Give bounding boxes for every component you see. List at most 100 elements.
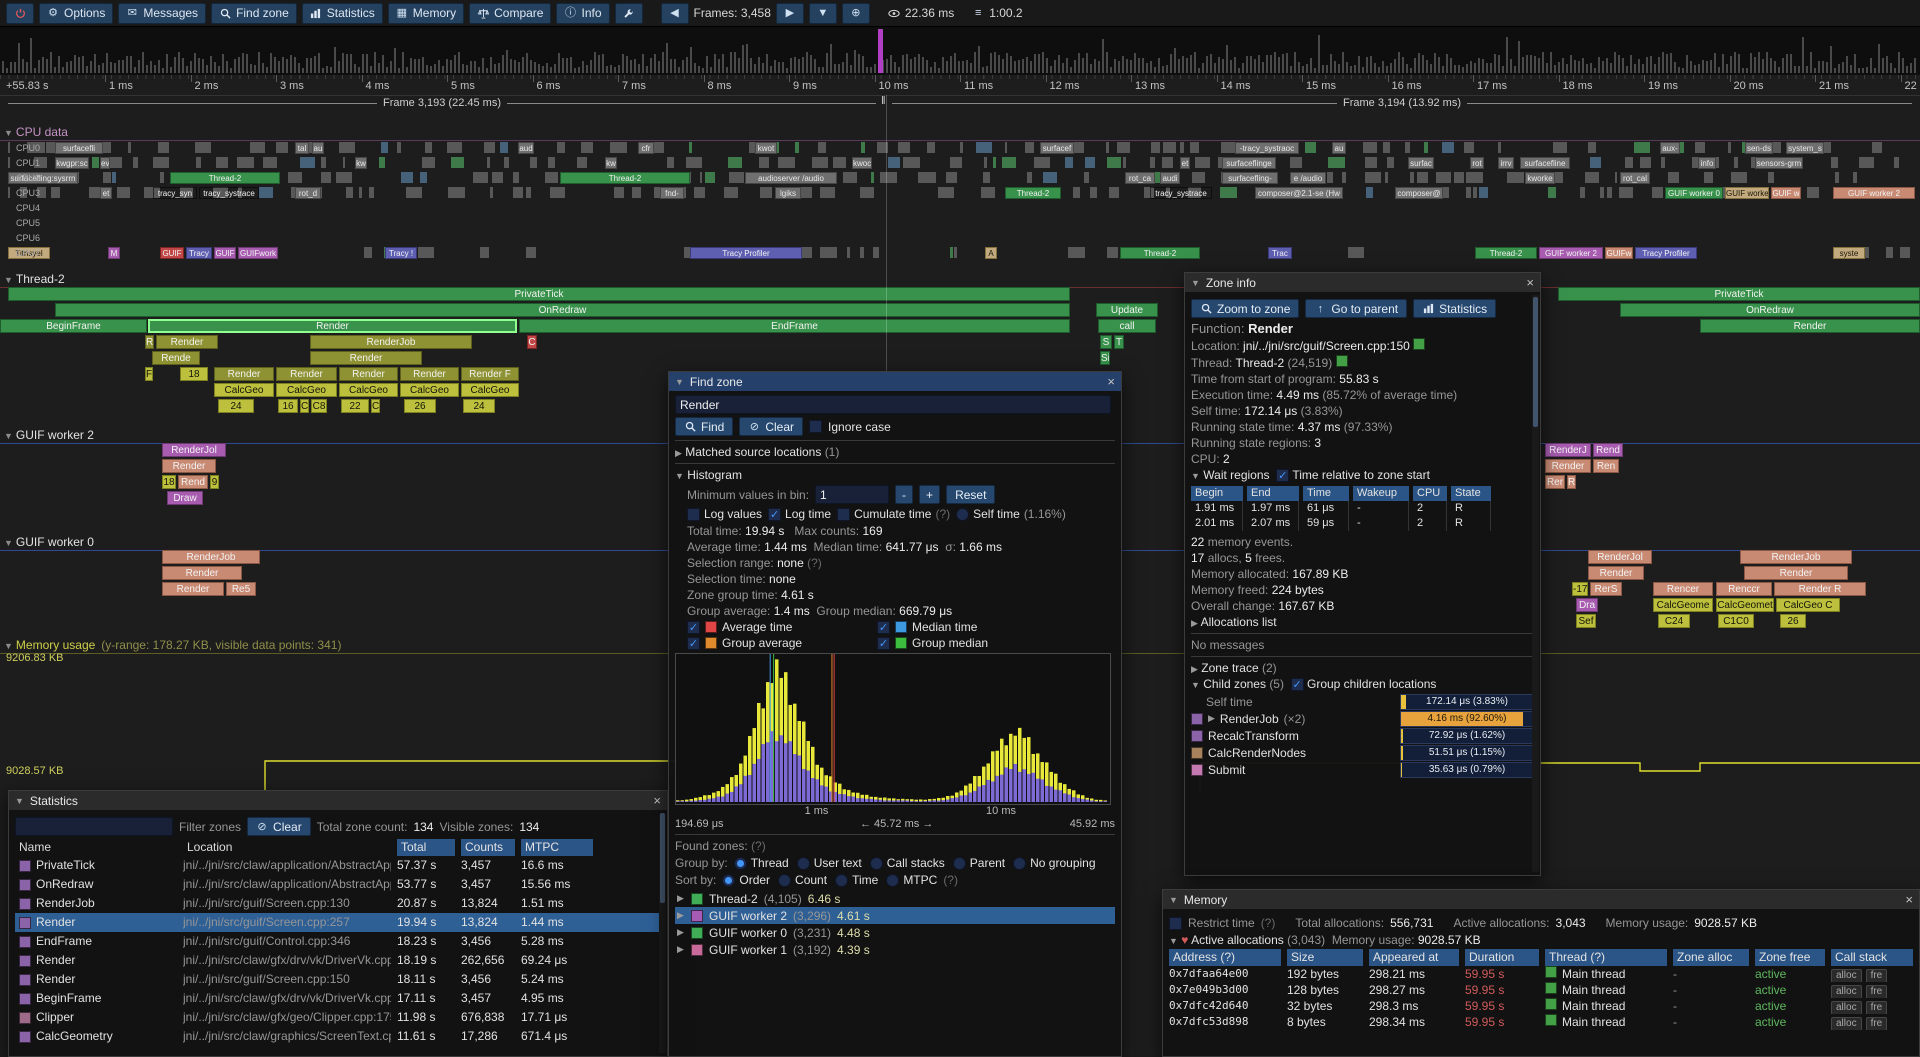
- cpu-activity[interactable]: [1025, 142, 1034, 153]
- column-header-name[interactable]: Name: [15, 839, 177, 856]
- expand-arrow-icon[interactable]: ▶: [677, 944, 685, 955]
- collapse-arrow-icon[interactable]: ▼: [1191, 680, 1200, 690]
- timeline-zone[interactable]: C24: [1658, 614, 1690, 628]
- cpu-activity[interactable]: [1365, 157, 1377, 168]
- timeline-zone[interactable]: surfacefli: [55, 142, 103, 154]
- wait-regions-label[interactable]: Wait regions: [1203, 468, 1269, 482]
- cpu-activity[interactable]: [160, 172, 164, 183]
- histogram-section-label[interactable]: Histogram: [687, 468, 742, 482]
- timeline-zone[interactable]: kw: [355, 157, 367, 169]
- cpu-activity[interactable]: [1068, 247, 1085, 258]
- cpu-activity[interactable]: [686, 157, 702, 168]
- checkbox[interactable]: ✓: [687, 621, 700, 634]
- timeline-zone[interactable]: surfacef: [1040, 142, 1074, 154]
- timeline-zone[interactable]: 18: [180, 367, 208, 381]
- cpu-activity[interactable]: [1034, 157, 1050, 168]
- radio[interactable]: [870, 857, 883, 870]
- cpu-activity[interactable]: [1668, 172, 1679, 183]
- timeline-zone[interactable]: PrivateTick: [8, 287, 1070, 301]
- timeline-zone[interactable]: aud: [518, 142, 534, 154]
- expand-arrow-icon[interactable]: ▶: [677, 893, 685, 904]
- zone-trace-label[interactable]: Zone trace: [1201, 661, 1258, 675]
- cpu-activity[interactable]: [1109, 187, 1119, 198]
- cpu-activity[interactable]: [833, 157, 846, 168]
- timeline-zone[interactable]: GUIF worker 2: [1833, 187, 1915, 199]
- timeline-zone[interactable]: et: [1180, 157, 1190, 169]
- column-header-mtpc[interactable]: MTPC: [521, 839, 593, 856]
- cpu-activity[interactable]: [1661, 157, 1665, 168]
- scrollbar[interactable]: [1532, 295, 1539, 872]
- timeline-zone[interactable]: rot: [1470, 157, 1484, 169]
- cpu-activity[interactable]: [1588, 142, 1596, 153]
- cpu-activity[interactable]: [1195, 157, 1210, 168]
- scrollbar[interactable]: [659, 813, 666, 1053]
- cpu-activity[interactable]: [1383, 142, 1390, 153]
- cpu-activity[interactable]: [795, 142, 799, 153]
- timeline-zone[interactable]: Si: [1100, 351, 1110, 365]
- collapse-arrow-icon[interactable]: ▼: [15, 796, 24, 806]
- radio[interactable]: [1013, 857, 1026, 870]
- frame-span-b[interactable]: Frame 3,194 (13.92 ms): [892, 95, 1912, 111]
- column-header-location[interactable]: Location: [183, 839, 391, 856]
- timeline-zone[interactable]: kwoc: [852, 157, 872, 169]
- timeline-zone[interactable]: cfr: [638, 142, 654, 154]
- timeline-zone[interactable]: CalcGeome: [1653, 598, 1713, 612]
- cpu-activity[interactable]: [632, 187, 641, 198]
- cpu-activity[interactable]: [1342, 172, 1346, 183]
- timeline-zone[interactable]: Render: [162, 459, 216, 473]
- cpu-activity[interactable]: [490, 187, 493, 198]
- cpu-activity[interactable]: [818, 142, 826, 153]
- timeline-zone[interactable]: e /audio: [1290, 172, 1326, 184]
- cpu-activity[interactable]: [1634, 142, 1650, 153]
- timeline-zone[interactable]: 24: [218, 399, 254, 413]
- cpu-activity[interactable]: [1123, 157, 1126, 168]
- cpu-activity[interactable]: [112, 172, 115, 183]
- timeline-zone[interactable]: Render: [162, 566, 242, 580]
- matched-locations-label[interactable]: Matched source locations: [685, 445, 821, 459]
- timeline-zone[interactable]: C: [300, 399, 309, 413]
- memory-column-header[interactable]: Duration: [1465, 949, 1539, 966]
- timeline-zone[interactable]: CalcGeo: [276, 383, 337, 397]
- cpu-activity[interactable]: [847, 247, 850, 258]
- group-by-call-stacks[interactable]: Call stacks: [870, 856, 945, 870]
- cpu-activity[interactable]: [1464, 142, 1474, 153]
- find-zone-histogram[interactable]: [675, 653, 1111, 805]
- cpu-activity[interactable]: [1615, 172, 1618, 183]
- cpu-activity[interactable]: [1548, 187, 1556, 198]
- timeline-zone[interactable]: CalcGeo: [400, 383, 459, 397]
- table-row[interactable]: OnRedrawjni/../jni/src/claw/application/…: [15, 875, 661, 894]
- timeline-zone[interactable]: Render: [214, 367, 274, 381]
- timeline-zone[interactable]: Tracy !: [385, 247, 417, 259]
- timeline-zone[interactable]: PrivateTick: [1558, 287, 1920, 301]
- timeline-zone[interactable]: system_s: [1786, 142, 1824, 154]
- min-bin-increase-button[interactable]: +: [919, 485, 940, 504]
- timeline-zone[interactable]: M: [108, 247, 120, 259]
- cpu-activity[interactable]: [1554, 172, 1563, 183]
- option-cumulate-time[interactable]: Cumulate time(?): [837, 507, 950, 521]
- cpu-activity[interactable]: [898, 142, 910, 153]
- collapse-arrow-icon[interactable]: ▼: [1169, 895, 1178, 905]
- cpu-activity[interactable]: [729, 172, 743, 183]
- cpu-activity[interactable]: [1835, 172, 1839, 183]
- cpu-activity[interactable]: [1190, 142, 1199, 153]
- scrollbar-thumb[interactable]: [660, 813, 665, 903]
- cpu-activity[interactable]: [420, 172, 427, 183]
- cpu-activity[interactable]: [1734, 157, 1738, 168]
- cpu-activity[interactable]: [1424, 142, 1428, 153]
- cpu-activity[interactable]: [321, 172, 332, 183]
- cpu-activity[interactable]: [133, 157, 138, 168]
- timeline-zone[interactable]: GUIF w: [1771, 187, 1801, 199]
- timeline-zone[interactable]: GUIFwork: [238, 247, 278, 259]
- timeline-zone[interactable]: Sef: [1576, 614, 1596, 628]
- cpu-activity[interactable]: [103, 172, 111, 183]
- collapse-arrow-icon[interactable]: ▼: [4, 128, 13, 138]
- crosshair-button[interactable]: ⊕: [842, 3, 870, 24]
- timeline-zone[interactable]: GUIF: [214, 247, 236, 259]
- cpu-activity[interactable]: [1853, 172, 1856, 183]
- timeline-zone[interactable]: aux-: [1660, 142, 1680, 154]
- timeline-zone[interactable]: -tracy_systraoc: [1235, 142, 1299, 154]
- cpu-activity[interactable]: [492, 172, 503, 183]
- cpu-activity[interactable]: [381, 142, 388, 153]
- timeline-zone[interactable]: au: [312, 142, 324, 154]
- timeline-zone[interactable]: lgiks: [775, 187, 801, 199]
